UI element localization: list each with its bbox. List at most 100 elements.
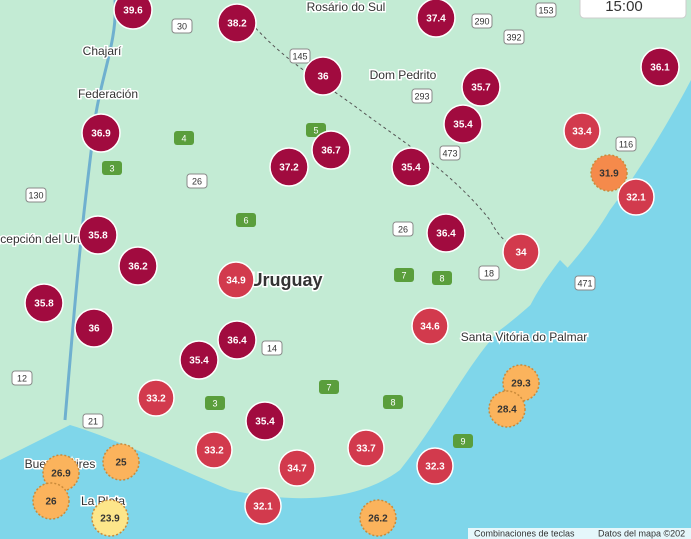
road-number: 18 [484,268,494,278]
temperature-value: 34 [515,248,527,259]
temperature-marker[interactable] [102,443,140,481]
road-number: 7 [401,270,406,280]
shortcuts[interactable]: Combinaciones de teclas [474,528,575,538]
temperature-value: 36.4 [227,336,247,347]
ocean [0,80,691,539]
map-data: Datos del mapa ©202 [598,528,685,538]
place-label: Santa Vitória do Palmar [461,330,588,344]
road-shield [102,161,122,175]
road-number: 473 [442,148,457,158]
road-shield [82,413,104,429]
temperature-value: 33.2 [146,394,166,405]
temperature-marker[interactable] [137,379,175,417]
road-number: 293 [414,91,429,101]
road-number: 21 [88,416,98,426]
temperature-value: 35.4 [453,120,473,131]
road-number: 7 [326,382,331,392]
temperature-value: 37.4 [426,14,446,25]
temperature-value: 28.4 [497,405,517,416]
road-shield [394,268,414,282]
road-number: 3 [109,163,114,173]
temperature-value: 32.3 [425,462,445,473]
temperature-marker[interactable] [391,147,431,187]
temperature-marker[interactable] [416,447,454,485]
road-shield [236,213,256,227]
temperature-marker[interactable] [347,429,385,467]
place-label: Rosário do Sul [307,0,386,14]
temperature-value: 36.2 [128,262,148,273]
road-shield [261,340,283,356]
road-number: 26 [192,176,202,186]
road-shield [205,396,225,410]
temperature-value: 29.3 [511,379,531,390]
temperature-marker[interactable] [217,3,257,43]
road-shield [615,136,637,152]
road-shield [25,187,47,203]
temperature-marker[interactable] [91,499,129,537]
temperature-marker[interactable] [617,178,655,216]
temperature-value: 26.2 [368,514,388,525]
temperature-value: 26.9 [51,469,71,480]
temperature-marker[interactable] [359,499,397,537]
temperature-value: 35.4 [189,356,209,367]
temperature-marker[interactable] [113,0,153,30]
road-shield [439,145,461,161]
temperature-value: 32.1 [253,502,273,513]
temperature-marker[interactable] [303,56,343,96]
road-number: 14 [267,343,277,353]
road-shield [186,173,208,189]
temperature-marker[interactable] [217,320,257,360]
temperature-marker[interactable] [217,261,255,299]
temperature-marker[interactable] [118,246,158,286]
temperature-value: 35.8 [88,231,108,242]
temperature-marker[interactable] [245,401,285,441]
temperature-value: 32.1 [626,193,646,204]
temperature-marker[interactable] [416,0,456,38]
road-shield [478,265,500,281]
temperature-value: 26 [45,497,57,508]
temperature-marker[interactable] [244,487,282,525]
temperature-marker[interactable] [461,67,501,107]
road-number: 290 [474,16,489,26]
road-shield [171,18,193,34]
temperature-marker[interactable] [502,233,540,271]
place-label: Uruguay [249,270,322,290]
temperature-marker[interactable] [81,113,121,153]
temperature-marker[interactable] [78,215,118,255]
temperature-value: 33.4 [572,127,592,138]
road-shield [453,434,473,448]
temperature-marker[interactable] [488,390,526,428]
place-label: Dom Pedrito [370,68,437,82]
road-number: 116 [619,139,633,149]
temperature-marker[interactable] [590,154,628,192]
footer-bg [468,528,691,539]
road-shield [471,13,493,29]
temperature-marker[interactable] [24,283,64,323]
temperature-marker[interactable] [563,112,601,150]
temperature-value: 38.2 [227,19,247,30]
road-shield [503,29,525,45]
road-number: 6 [243,215,248,225]
temperature-marker[interactable] [32,482,70,520]
temperature-value: 36 [88,324,100,335]
temperature-value: 33.2 [204,446,224,457]
temperature-marker[interactable] [411,307,449,345]
road-shield [432,271,452,285]
temperature-value: 23.9 [100,514,120,525]
temperature-value: 31.9 [599,169,619,180]
temperature-marker[interactable] [426,213,466,253]
temperature-marker[interactable] [443,104,483,144]
road-shield [535,2,557,18]
temperature-marker[interactable] [640,47,680,87]
temperature-marker[interactable] [311,130,351,170]
road-number: 392 [506,32,521,42]
border [239,9,521,251]
temperature-marker[interactable] [195,431,233,469]
temperature-marker[interactable] [179,340,219,380]
temperature-value: 34.9 [226,276,246,287]
road-number: 3 [212,398,217,408]
temperature-marker[interactable] [278,449,316,487]
temperature-value: 34.6 [420,322,440,333]
temperature-marker[interactable] [74,308,114,348]
temperature-marker[interactable] [269,147,309,187]
